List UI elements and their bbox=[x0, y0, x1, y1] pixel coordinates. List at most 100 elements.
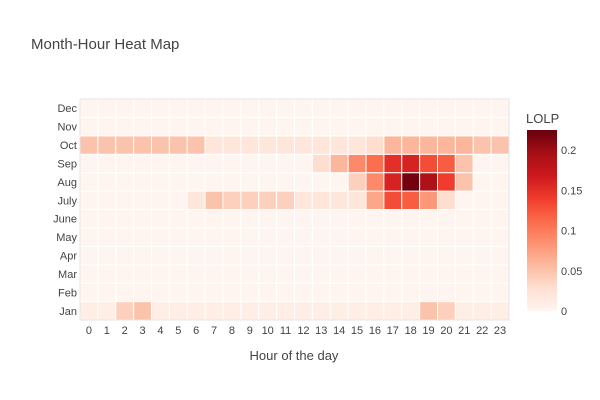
heatmap-cell bbox=[222, 190, 242, 211]
heatmap-cell bbox=[79, 209, 99, 229]
heatmap-cell bbox=[97, 245, 117, 266]
heatmap-cell bbox=[294, 135, 313, 155]
heatmap-cell bbox=[133, 245, 153, 266]
heatmap-cell bbox=[186, 172, 206, 192]
heatmap-cell bbox=[437, 245, 456, 266]
heatmap-cell bbox=[97, 116, 117, 137]
heatmap-cell bbox=[168, 209, 188, 229]
heatmap-cell bbox=[168, 135, 188, 155]
heatmap-cell bbox=[329, 301, 349, 321]
heatmap-cell bbox=[276, 98, 296, 118]
heatmap-cell bbox=[151, 209, 170, 229]
heatmap-cell bbox=[437, 172, 456, 192]
heatmap-cell bbox=[454, 190, 474, 211]
heatmap-cell bbox=[383, 153, 403, 174]
heatmap-cell bbox=[204, 227, 224, 247]
heatmap-cell bbox=[258, 135, 278, 155]
heatmap-cell bbox=[294, 227, 313, 247]
heatmap-cell bbox=[329, 98, 349, 118]
heatmap-cell bbox=[454, 264, 474, 284]
heatmap-cell bbox=[79, 264, 99, 284]
heatmap-cell bbox=[258, 264, 278, 284]
x-tick-label: 20 bbox=[440, 325, 452, 337]
heatmap-cell bbox=[365, 209, 385, 229]
heatmap-cell bbox=[294, 282, 313, 303]
heatmap-cell bbox=[294, 190, 313, 211]
heatmap-cell bbox=[222, 301, 242, 321]
heatmap-cell bbox=[401, 172, 421, 192]
heatmap-cell bbox=[79, 116, 99, 137]
y-axis-ticks: Jan Feb Mar Apr May June July Aug Sep Oct Nov Dec bbox=[53, 103, 77, 318]
heatmap-cell bbox=[454, 301, 474, 321]
heatmap-cell bbox=[204, 282, 224, 303]
heatmap-cell bbox=[383, 264, 403, 284]
x-tick-label: 9 bbox=[247, 325, 253, 337]
heatmap-cell bbox=[151, 172, 170, 192]
heatmap-cell bbox=[133, 153, 153, 174]
heatmap-cell bbox=[240, 172, 260, 192]
heatmap-cell bbox=[222, 116, 242, 137]
heatmap-cell bbox=[168, 264, 188, 284]
heatmap-cell bbox=[401, 116, 421, 137]
x-tick-label: 18 bbox=[405, 325, 417, 337]
heatmap-cell bbox=[490, 209, 510, 229]
heatmap-cell bbox=[329, 116, 349, 137]
heatmap-cell bbox=[472, 209, 492, 229]
heatmap-cell bbox=[97, 282, 117, 303]
heatmap-cell bbox=[347, 98, 367, 118]
heatmap-cell bbox=[472, 98, 492, 118]
heatmap-cell bbox=[115, 282, 135, 303]
x-tick-label: 4 bbox=[157, 325, 163, 337]
heatmap-cell bbox=[294, 209, 313, 229]
heatmap-cell bbox=[276, 116, 296, 137]
heatmap-cell bbox=[115, 190, 135, 211]
heatmap-cell bbox=[490, 190, 510, 211]
chart-title: Month-Hour Heat Map bbox=[31, 36, 180, 53]
heatmap-cell bbox=[168, 190, 188, 211]
heatmap-cell bbox=[79, 172, 99, 192]
x-tick-label: 14 bbox=[333, 325, 345, 337]
heatmap-cell bbox=[168, 282, 188, 303]
heatmap-cell bbox=[347, 172, 367, 192]
heatmap-cell bbox=[115, 227, 135, 247]
heatmap-cell bbox=[419, 98, 439, 118]
heatmap-cell bbox=[365, 301, 385, 321]
heatmap-cell bbox=[329, 245, 349, 266]
heatmap-cell bbox=[222, 245, 242, 266]
x-tick-label: 15 bbox=[351, 325, 363, 337]
heatmap-cell bbox=[454, 116, 474, 137]
heatmap-cell bbox=[419, 301, 439, 321]
heatmap-cell bbox=[186, 282, 206, 303]
y-tick-label: Oct bbox=[60, 140, 77, 152]
heatmap-cell bbox=[294, 153, 313, 174]
y-tick-label: Aug bbox=[57, 177, 77, 189]
colorbar-tick-label: 0.2 bbox=[561, 145, 576, 157]
heatmap-cell bbox=[365, 227, 385, 247]
heatmap-cell bbox=[115, 264, 135, 284]
heatmap-cell bbox=[168, 98, 188, 118]
heatmap-cell bbox=[276, 172, 296, 192]
heatmap-cells bbox=[79, 98, 510, 321]
heatmap-cell bbox=[472, 227, 492, 247]
heatmap-cell bbox=[240, 98, 260, 118]
heatmap-cell bbox=[79, 227, 99, 247]
heatmap-cell bbox=[437, 153, 456, 174]
heatmap-cell bbox=[472, 172, 492, 192]
heatmap-cell bbox=[133, 209, 153, 229]
heatmap-cell bbox=[204, 264, 224, 284]
heatmap-cell bbox=[151, 245, 170, 266]
x-tick-label: 19 bbox=[422, 325, 434, 337]
heatmap-cell bbox=[365, 116, 385, 137]
heatmap-cell bbox=[294, 172, 313, 192]
heatmap-cell bbox=[472, 153, 492, 174]
heatmap-cell bbox=[186, 116, 206, 137]
heatmap-cell bbox=[401, 245, 421, 266]
heatmap-cell bbox=[472, 282, 492, 303]
heatmap-cell bbox=[437, 135, 456, 155]
x-tick-label: 21 bbox=[458, 325, 470, 337]
heatmap-cell bbox=[329, 135, 349, 155]
heatmap-cell bbox=[133, 98, 153, 118]
heatmap-cell bbox=[490, 135, 510, 155]
heatmap-cell bbox=[168, 245, 188, 266]
